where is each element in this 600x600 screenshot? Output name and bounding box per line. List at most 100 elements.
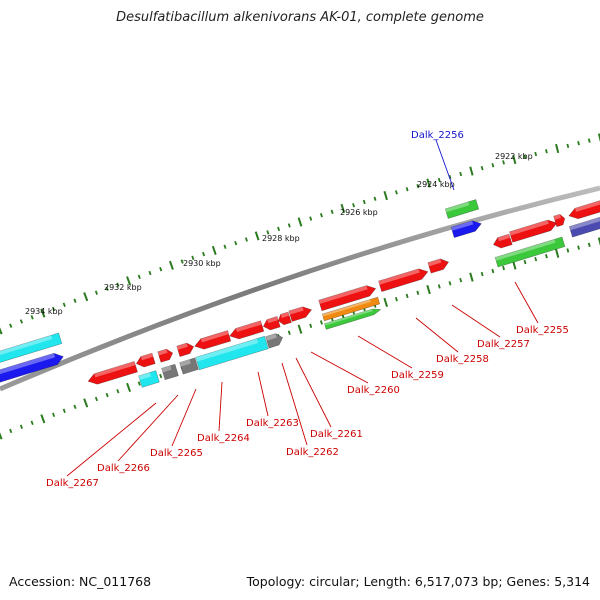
major-tick bbox=[383, 190, 388, 201]
gene-cyan-2264[interactable] bbox=[195, 335, 269, 371]
minor-tick bbox=[405, 187, 409, 192]
gene-slate-right[interactable] bbox=[568, 215, 600, 238]
gene-features bbox=[0, 198, 600, 388]
major-tick bbox=[597, 133, 600, 143]
gene-dalk-2262[interactable] bbox=[262, 316, 281, 331]
genome-title: Desulfatibacillum alkenivorans AK-01, co… bbox=[116, 10, 484, 25]
minor-tick bbox=[9, 428, 13, 434]
gene-label-dalk-2260[interactable]: Dalk_2260 bbox=[347, 385, 400, 396]
kbp-label: 2930 kbp bbox=[183, 259, 221, 268]
minor-tick bbox=[244, 237, 248, 242]
gene-blue-left[interactable] bbox=[0, 351, 65, 386]
minor-tick bbox=[352, 203, 356, 208]
minor-tick bbox=[180, 259, 184, 264]
gene-gray-2263[interactable] bbox=[265, 332, 285, 349]
minor-tick bbox=[159, 266, 163, 272]
gene-dalk-2266-a[interactable] bbox=[135, 352, 156, 369]
gene-labels: Dalk_2256 Dalk_2255 Dalk_2257 Dalk_2258 … bbox=[46, 130, 569, 489]
major-tick bbox=[426, 178, 431, 188]
gene-dalk-2255[interactable] bbox=[509, 218, 558, 243]
kbp-label: 2928 kbp bbox=[262, 234, 300, 243]
gene-label-dalk-2259[interactable]: Dalk_2259 bbox=[391, 370, 444, 381]
major-tick bbox=[40, 414, 46, 424]
minor-tick bbox=[566, 248, 570, 253]
major-tick bbox=[83, 292, 89, 302]
gene-dalk-2265[interactable] bbox=[157, 348, 175, 363]
minor-tick bbox=[223, 244, 227, 249]
minor-tick bbox=[319, 320, 323, 325]
minor-tick bbox=[587, 242, 591, 247]
gene-red-right-small[interactable] bbox=[553, 213, 567, 228]
minor-tick bbox=[9, 323, 13, 328]
minor-tick bbox=[277, 226, 281, 232]
gene-label-dalk-2261[interactable]: Dalk_2261 bbox=[310, 429, 363, 440]
gene-label-dalk-2265[interactable]: Dalk_2265 bbox=[150, 448, 203, 459]
minor-tick bbox=[437, 177, 441, 183]
minor-tick bbox=[266, 230, 270, 235]
gene-gray-2265[interactable] bbox=[179, 357, 199, 375]
minor-tick bbox=[362, 199, 366, 205]
minor-tick bbox=[491, 268, 495, 274]
minor-tick bbox=[480, 165, 484, 171]
minor-tick bbox=[534, 256, 538, 262]
gene-dalk-2267[interactable] bbox=[86, 361, 138, 386]
major-tick bbox=[126, 276, 132, 286]
minor-tick bbox=[416, 290, 420, 295]
gene-dalk-2263[interactable] bbox=[228, 320, 265, 341]
major-tick bbox=[426, 284, 431, 295]
major-tick bbox=[40, 308, 46, 318]
gene-cyan-2267[interactable] bbox=[138, 370, 160, 388]
kbp-label: 2922 kbp bbox=[495, 152, 533, 161]
gene-label-dalk-2256[interactable]: Dalk_2256 bbox=[411, 130, 464, 141]
gene-green-2255[interactable] bbox=[494, 236, 566, 268]
minor-tick bbox=[502, 265, 505, 271]
gene-red-right-edge[interactable] bbox=[567, 198, 600, 221]
minor-tick bbox=[448, 174, 452, 180]
minor-tick bbox=[587, 138, 591, 143]
gene-green-2256[interactable] bbox=[444, 199, 480, 219]
gene-dalk-2264[interactable] bbox=[193, 330, 232, 351]
gene-label-dalk-2263[interactable]: Dalk_2263 bbox=[246, 418, 299, 429]
major-tick bbox=[469, 272, 474, 282]
minor-tick bbox=[137, 274, 141, 280]
gene-gray-2266[interactable] bbox=[161, 363, 179, 381]
callout-line bbox=[451, 304, 501, 338]
gene-label-dalk-2262[interactable]: Dalk_2262 bbox=[286, 447, 339, 458]
gene-label-dalk-2258[interactable]: Dalk_2258 bbox=[436, 354, 489, 365]
accession-text: Accession: NC_011768 bbox=[9, 574, 152, 589]
callout-line bbox=[171, 388, 197, 447]
major-tick bbox=[469, 166, 474, 176]
major-tick bbox=[340, 203, 346, 214]
gene-green-2260[interactable] bbox=[324, 307, 382, 330]
minor-tick bbox=[234, 240, 238, 246]
minor-tick bbox=[94, 396, 98, 402]
gene-blue-2256[interactable] bbox=[450, 218, 483, 239]
minor-tick bbox=[30, 420, 34, 425]
gene-dalk-2255-a[interactable] bbox=[492, 233, 513, 250]
minor-tick bbox=[62, 408, 66, 413]
gene-orange-2260[interactable] bbox=[321, 296, 381, 322]
gene-label-dalk-2257[interactable]: Dalk_2257 bbox=[477, 339, 530, 350]
callout-line bbox=[117, 394, 179, 462]
gene-dalk-2258[interactable] bbox=[378, 266, 429, 292]
minor-tick bbox=[105, 392, 109, 398]
callout-line bbox=[218, 381, 223, 432]
gene-dalk-2265-b[interactable] bbox=[176, 341, 196, 357]
major-tick bbox=[297, 324, 303, 334]
gene-dalk-2259[interactable] bbox=[318, 283, 378, 312]
gene-label-dalk-2264[interactable]: Dalk_2264 bbox=[197, 433, 250, 444]
gene-callout-lines bbox=[66, 139, 539, 477]
minor-tick bbox=[330, 209, 334, 215]
gene-dalk-2257[interactable] bbox=[427, 257, 450, 274]
major-tick bbox=[168, 260, 174, 270]
gene-cyan-left[interactable] bbox=[0, 332, 63, 368]
minor-tick bbox=[191, 255, 195, 261]
gene-dalk-2260[interactable] bbox=[288, 305, 313, 322]
gene-dalk-2261[interactable] bbox=[277, 311, 292, 326]
gene-label-dalk-2255[interactable]: Dalk_2255 bbox=[516, 325, 569, 336]
gene-label-dalk-2267[interactable]: Dalk_2267 bbox=[46, 478, 99, 489]
minor-tick bbox=[309, 323, 313, 328]
minor-tick bbox=[116, 389, 120, 394]
gene-label-dalk-2266[interactable]: Dalk_2266 bbox=[97, 463, 150, 474]
minor-tick bbox=[491, 163, 495, 168]
